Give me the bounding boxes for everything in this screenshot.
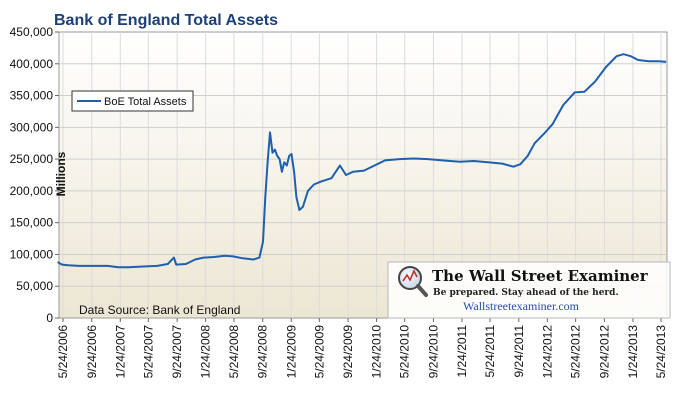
x-tick-label: 9/24/2012 bbox=[597, 325, 611, 379]
x-tick-label: 5/24/2006 bbox=[56, 325, 70, 379]
x-tick-label: 5/24/2007 bbox=[141, 325, 155, 379]
x-tick-label: 5/24/2013 bbox=[654, 325, 668, 379]
x-tick-label: 9/24/2007 bbox=[170, 325, 184, 379]
watermark-box bbox=[387, 261, 671, 319]
x-tick-label: 1/24/2011 bbox=[455, 325, 469, 378]
x-tick-label: 1/24/2010 bbox=[370, 325, 384, 379]
x-tick-label: 5/24/2012 bbox=[569, 325, 583, 379]
chart-title: Bank of England Total Assets bbox=[54, 12, 278, 29]
y-tick-label: 200,000 bbox=[10, 184, 54, 198]
y-tick-label: 450,000 bbox=[10, 25, 54, 39]
watermark: The Wall Street Examiner Be prepared. St… bbox=[387, 261, 671, 319]
vertical-gridlines bbox=[62, 32, 662, 318]
x-tick-label: 1/24/2013 bbox=[626, 325, 640, 379]
x-tick-label: 1/24/2007 bbox=[113, 325, 127, 379]
series-line-boe-total-assets bbox=[57, 53, 667, 269]
x-axis-tick-labels: 5/24/2006 9/24/2006 1/24/2007 5/24/2007 9/24… bbox=[56, 318, 668, 378]
x-tick-label: 5/24/2009 bbox=[312, 325, 326, 379]
y-tick-label: 150,000 bbox=[10, 216, 54, 230]
x-tick-label: 5/24/2011 bbox=[483, 325, 497, 378]
y-tick-label: 50,000 bbox=[16, 279, 53, 293]
x-tick-label: 1/24/2012 bbox=[540, 325, 554, 379]
x-tick-label: 1/24/2009 bbox=[284, 325, 298, 379]
x-tick-label: 9/24/2006 bbox=[85, 325, 99, 379]
x-tick-label: 9/24/2008 bbox=[256, 325, 270, 379]
legend: BoE Total Assets bbox=[71, 90, 194, 112]
y-tick-label: 250,000 bbox=[10, 152, 54, 166]
y-tick-label: 400,000 bbox=[10, 57, 54, 71]
x-tick-label: 9/24/2011 bbox=[512, 325, 526, 378]
y-tick-label: 100,000 bbox=[10, 247, 54, 261]
x-tick-label: 5/24/2010 bbox=[398, 325, 412, 379]
y-axis-label: Millions bbox=[54, 151, 68, 196]
y-tick-label: 350,000 bbox=[10, 89, 54, 103]
y-axis-tick-labels: 0 50,000 100,000 150,000 200,000 250,000 300,0… bbox=[10, 25, 59, 325]
magnifier-icon bbox=[398, 266, 428, 297]
x-tick-label: 9/24/2010 bbox=[426, 325, 440, 379]
watermark-tagline: Be prepared. Stay ahead of the herd. bbox=[433, 288, 619, 298]
y-tick-label: 0 bbox=[46, 311, 53, 325]
x-tick-label: 9/24/2009 bbox=[341, 325, 355, 379]
x-tick-label: 5/24/2008 bbox=[227, 325, 241, 379]
y-tick-label: 300,000 bbox=[10, 120, 54, 134]
watermark-title: The Wall Street Examiner bbox=[432, 267, 649, 285]
legend-box bbox=[71, 90, 194, 112]
watermark-url: Wallstreetexaminer.com bbox=[463, 299, 580, 313]
x-tick-label: 1/24/2008 bbox=[199, 325, 213, 379]
source-note: Data Source: Bank of England bbox=[79, 303, 240, 317]
legend-label: BoE Total Assets bbox=[104, 96, 187, 108]
